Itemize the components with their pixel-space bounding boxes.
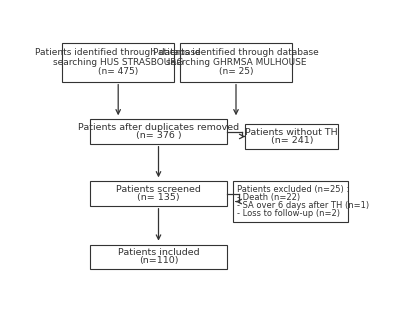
Text: Patients after duplicates removed: Patients after duplicates removed (78, 123, 239, 132)
Text: (n= 135): (n= 135) (137, 193, 180, 202)
Bar (90, 119, 227, 144)
Text: (n= 376 ): (n= 376 ) (136, 131, 181, 140)
Text: (n=110): (n=110) (139, 257, 178, 265)
Text: searching GHRMSA MULHOUSE: searching GHRMSA MULHOUSE (166, 58, 306, 67)
Bar (180, 43, 292, 82)
Bar (62, 43, 174, 82)
Text: - SA over 6 days after TH (n=1): - SA over 6 days after TH (n=1) (237, 201, 369, 210)
Text: (n= 475): (n= 475) (98, 68, 138, 76)
Text: Patients without TH: Patients without TH (246, 128, 338, 137)
Text: (n= 241): (n= 241) (270, 136, 313, 145)
Text: - Loss to follow-up (n=2): - Loss to follow-up (n=2) (237, 209, 340, 218)
Text: Patients excluded (n=25) :: Patients excluded (n=25) : (237, 185, 349, 194)
Text: (n= 25): (n= 25) (219, 68, 253, 76)
Bar (245, 124, 338, 149)
Bar (233, 181, 348, 222)
Text: - Death (n=22): - Death (n=22) (237, 193, 300, 202)
Text: Patients included: Patients included (118, 248, 199, 257)
Text: Patients identified through database: Patients identified through database (35, 48, 201, 57)
Text: Patients screened: Patients screened (116, 185, 201, 194)
Text: searching HUS STRASBOURG: searching HUS STRASBOURG (53, 58, 184, 67)
Bar (90, 181, 227, 206)
Text: Patients identified through database: Patients identified through database (153, 48, 319, 57)
Bar (90, 245, 227, 269)
